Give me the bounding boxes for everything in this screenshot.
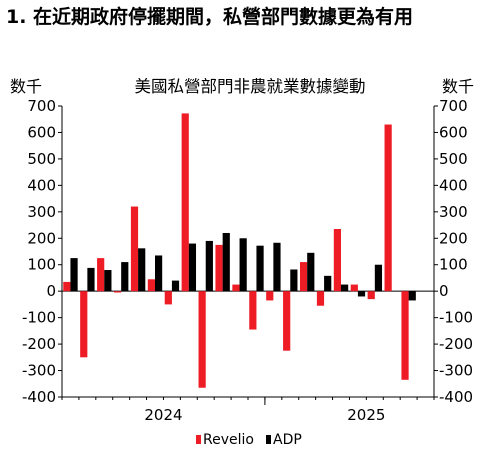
y-tick-labels-right: -400 -300 -200 -100 0 100 200 300 400 500 600 700 (439, 97, 473, 406)
bar-revelio-2 (97, 258, 105, 292)
y-tick-label-right: -400 (439, 388, 473, 406)
bar-adp-3 (121, 262, 129, 292)
bar-adp-17 (357, 291, 366, 297)
bar-adp-16 (341, 284, 349, 292)
bar-revelio-6 (164, 291, 172, 305)
bars (63, 113, 416, 388)
bar-adp-8 (205, 240, 213, 292)
bar-adp-18 (374, 264, 383, 292)
y-tick-label-left: 300 (27, 203, 56, 221)
bar-revelio-1 (80, 291, 88, 358)
y-tick-label-right: 400 (439, 176, 468, 194)
y-tick-label-right: 200 (439, 229, 468, 247)
bar-revelio-13 (283, 291, 291, 351)
bar-revelio-17 (350, 284, 358, 292)
x-year-labels: 2024 2025 (144, 406, 385, 424)
bar-revelio-18 (367, 291, 375, 300)
bar-adp-14 (307, 252, 315, 292)
y-tick-label-right: 700 (439, 97, 468, 115)
y-tick-label-right: -100 (439, 309, 473, 327)
bar-adp-5 (155, 255, 163, 292)
y-tick-label-left: 600 (27, 123, 56, 141)
bar-adp-6 (171, 280, 180, 292)
y-tick-label-left: 200 (27, 229, 56, 247)
y-tick-labels-left: -400 -300 -200 -100 0 100 200 300 400 500 600 700 (22, 97, 56, 406)
bar-revelio-14 (299, 262, 308, 292)
y-tick-label-right: 600 (439, 123, 468, 141)
y-tick-label-left: 0 (46, 282, 56, 300)
x-year-label: 2024 (144, 406, 182, 424)
bar-adp-11 (256, 245, 264, 292)
legend-label-revelio: Revelio (203, 432, 254, 448)
bar-revelio-15 (316, 291, 325, 306)
bar-revelio-11 (249, 291, 257, 330)
y-tick-label-right: 500 (439, 150, 468, 168)
y-tick-label-right: -300 (439, 362, 473, 380)
legend: Revelio ADP (196, 432, 302, 448)
x-year-label: 2025 (347, 406, 385, 424)
y-tick-label-left: -300 (22, 362, 56, 380)
page-heading: 1. 在近期政府停擺期間，私營部門數據更為有用 (6, 6, 414, 28)
bar-revelio-20 (401, 291, 409, 380)
bar-revelio-3 (113, 291, 122, 293)
bar-adp-1 (87, 267, 95, 292)
y-tick-label-left: -200 (22, 335, 56, 353)
bar-revelio-9 (215, 244, 223, 292)
bar-revelio-8 (198, 291, 206, 388)
bar-adp-2 (104, 270, 112, 292)
y-axis-right-label: 数千 (442, 77, 474, 96)
y-tick-label-left: 500 (27, 150, 56, 168)
bar-adp-10 (239, 238, 247, 292)
bar-adp-13 (290, 269, 298, 292)
bar-revelio-0 (63, 281, 71, 292)
y-tick-label-right: -200 (439, 335, 473, 353)
bar-revelio-4 (130, 206, 139, 292)
bar-adp-15 (324, 275, 332, 292)
y-tick-label-left: 700 (27, 97, 56, 115)
legend-swatch-revelio (196, 435, 201, 444)
bar-adp-20 (408, 291, 416, 301)
bar-revelio-19 (384, 124, 392, 292)
y-tick-label-right: 0 (439, 282, 449, 300)
legend-label-adp: ADP (273, 432, 302, 448)
chart-title: 美國私營部門非農就業數據變動 (135, 77, 366, 96)
y-tick-label-left: 100 (27, 256, 56, 274)
bar-revelio-16 (333, 229, 341, 292)
bar-adp-0 (70, 258, 78, 292)
y-tick-label-left: -100 (22, 309, 56, 327)
bar-adp-12 (273, 242, 281, 292)
bar-revelio-10 (232, 284, 240, 292)
bar-adp-9 (222, 232, 230, 292)
axes (58, 105, 438, 405)
bar-revelio-12 (266, 291, 274, 301)
y-axis-left-label: 数千 (10, 77, 42, 96)
legend-swatch-adp (266, 435, 271, 444)
y-tick-label-right: 100 (439, 256, 468, 274)
y-tick-label-left: -400 (22, 388, 56, 406)
bar-adp-4 (138, 248, 146, 292)
y-tick-label-left: 400 (27, 176, 56, 194)
bar-revelio-5 (147, 279, 155, 292)
bar-adp-7 (188, 243, 197, 292)
y-tick-label-right: 300 (439, 203, 468, 221)
bar-revelio-7 (181, 113, 189, 292)
